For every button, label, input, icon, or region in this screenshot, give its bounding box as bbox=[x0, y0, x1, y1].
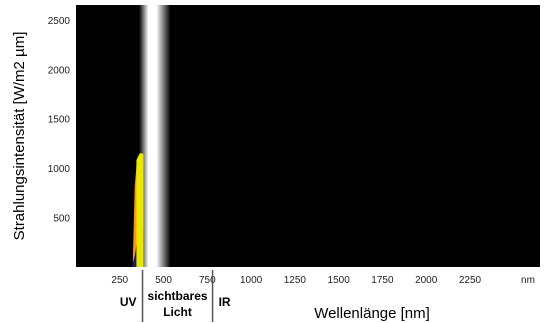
x-tick-labels: 250 500 750 1000 1250 1500 1750 2000 2250 nm bbox=[111, 275, 535, 286]
visible-light-band bbox=[139, 5, 171, 267]
x-tick-label: 2250 bbox=[459, 275, 482, 286]
region-label: IR bbox=[219, 295, 231, 309]
x-tick-label: 2000 bbox=[415, 275, 438, 286]
x-tick-label: 1750 bbox=[371, 275, 394, 286]
x-tick-label: 250 bbox=[111, 275, 128, 286]
y-axis-label: Strahlungsintensität [W/m2 µm] bbox=[11, 32, 28, 241]
y-tick-label: 500 bbox=[53, 214, 70, 225]
region-label-line2: Licht bbox=[163, 305, 192, 319]
region-label: sichtbares bbox=[148, 289, 208, 303]
x-tick-label: 500 bbox=[155, 275, 172, 286]
series-area-2 bbox=[136, 153, 144, 267]
y-tick-label: 1000 bbox=[48, 164, 71, 175]
x-tick-label: 1500 bbox=[328, 275, 351, 286]
x-tick-label: 1000 bbox=[240, 275, 263, 286]
y-tick-label: 2500 bbox=[48, 16, 71, 27]
region-label: UV bbox=[120, 295, 137, 309]
y-tick-label: 2000 bbox=[48, 65, 71, 76]
x-tick-label: 750 bbox=[199, 275, 216, 286]
spectrum-regions: UV sichtbares Licht IR bbox=[120, 270, 231, 322]
y-tick-label: 1500 bbox=[48, 115, 71, 126]
y-tick-labels: 500 1000 1500 2000 2500 bbox=[48, 16, 71, 225]
x-axis-label: Wellenlänge [nm] bbox=[314, 305, 430, 322]
x-tick-label: 1250 bbox=[284, 275, 307, 286]
x-unit-label: nm bbox=[521, 275, 535, 286]
series-layer bbox=[132, 153, 144, 267]
